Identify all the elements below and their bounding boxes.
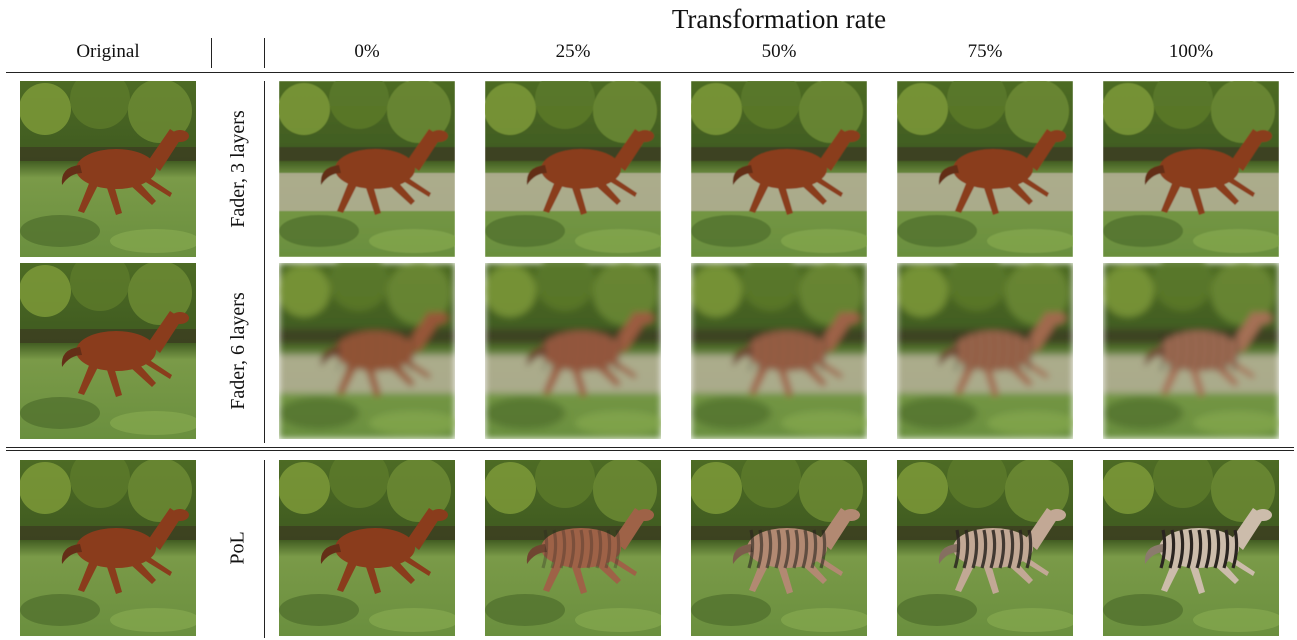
row-label-fader-3-layers: Fader, 3 layers	[227, 110, 249, 228]
header-divider-right	[264, 38, 265, 68]
row-label-fader-6-layers: Fader, 6 layers	[227, 292, 249, 410]
transformed-image-0-2	[691, 81, 867, 257]
section-rule-top	[6, 447, 1294, 448]
pol-section-divider	[264, 460, 265, 638]
column-header-100: 100%	[1168, 41, 1214, 62]
column-header-0: 0%	[354, 41, 380, 62]
original-column-header: Original	[76, 41, 140, 62]
transformed-image-1-2	[691, 263, 867, 439]
transformed-image-0-4	[1103, 81, 1279, 257]
transformed-image-0-0	[279, 81, 455, 257]
transformation-rate-title: Transformation rate	[671, 4, 887, 34]
original-horse-image	[20, 263, 196, 439]
transformed-image-1-0	[279, 263, 455, 439]
transformed-image-2-4	[1103, 460, 1279, 636]
transformed-image-1-3	[897, 263, 1073, 439]
transformed-image-1-1	[485, 263, 661, 439]
header-divider-left	[211, 38, 212, 68]
transformed-image-2-3	[897, 460, 1073, 636]
row-label-pol: PoL	[227, 531, 249, 565]
original-horse-image	[20, 81, 196, 257]
header-rule	[6, 72, 1294, 73]
transformed-image-0-1	[485, 81, 661, 257]
column-header-75: 75%	[967, 41, 1003, 62]
transformed-image-2-1	[485, 460, 661, 636]
section-rule-bottom	[6, 450, 1294, 451]
original-horse-image	[20, 460, 196, 636]
transformed-image-1-4	[1103, 263, 1279, 439]
fader-section-divider	[264, 81, 265, 443]
transformed-image-2-2	[691, 460, 867, 636]
transformed-image-0-3	[897, 81, 1073, 257]
column-header-25: 25%	[555, 41, 591, 62]
transformed-image-2-0	[279, 460, 455, 636]
column-header-50: 50%	[761, 41, 797, 62]
